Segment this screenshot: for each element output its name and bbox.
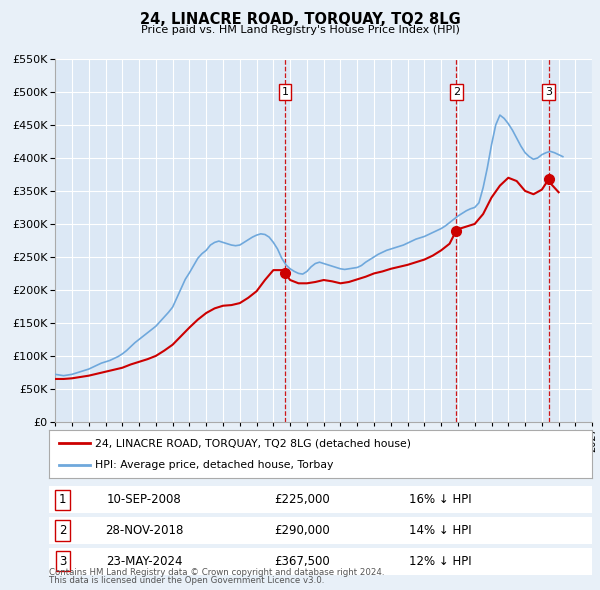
Text: 3: 3 <box>59 555 67 568</box>
Text: HPI: Average price, detached house, Torbay: HPI: Average price, detached house, Torb… <box>95 460 334 470</box>
Text: 24, LINACRE ROAD, TORQUAY, TQ2 8LG (detached house): 24, LINACRE ROAD, TORQUAY, TQ2 8LG (deta… <box>95 438 412 448</box>
Text: 2: 2 <box>453 87 460 97</box>
Text: 24, LINACRE ROAD, TORQUAY, TQ2 8LG: 24, LINACRE ROAD, TORQUAY, TQ2 8LG <box>140 12 460 27</box>
Text: 1: 1 <box>281 87 289 97</box>
Text: This data is licensed under the Open Government Licence v3.0.: This data is licensed under the Open Gov… <box>49 576 325 585</box>
Text: 10-SEP-2008: 10-SEP-2008 <box>107 493 182 506</box>
Text: 12% ↓ HPI: 12% ↓ HPI <box>409 555 472 568</box>
Text: 14% ↓ HPI: 14% ↓ HPI <box>409 524 472 537</box>
Text: 23-MAY-2024: 23-MAY-2024 <box>106 555 182 568</box>
Text: 2: 2 <box>59 524 67 537</box>
Text: 3: 3 <box>545 87 552 97</box>
Text: £367,500: £367,500 <box>274 555 329 568</box>
Text: £290,000: £290,000 <box>274 524 329 537</box>
Text: Price paid vs. HM Land Registry's House Price Index (HPI): Price paid vs. HM Land Registry's House … <box>140 25 460 35</box>
Text: 16% ↓ HPI: 16% ↓ HPI <box>409 493 472 506</box>
Text: 1: 1 <box>59 493 67 506</box>
Text: 28-NOV-2018: 28-NOV-2018 <box>105 524 184 537</box>
Text: Contains HM Land Registry data © Crown copyright and database right 2024.: Contains HM Land Registry data © Crown c… <box>49 568 385 577</box>
Text: £225,000: £225,000 <box>274 493 329 506</box>
